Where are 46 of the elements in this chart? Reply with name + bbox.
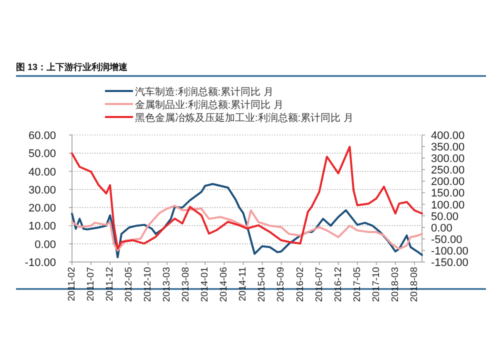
x-tick-label: 2017-05 — [352, 267, 363, 302]
x-tick-label: 2014-06 — [218, 267, 230, 302]
x-tick-label: 2015-04 — [256, 267, 268, 302]
chart-title: 图 13：上下游行业利润增速 — [16, 62, 129, 72]
y2-tick-label: 100.00 — [431, 199, 465, 212]
y2-tick-label: -100.00 — [431, 245, 468, 258]
y-tick-label: 0.00 — [34, 238, 56, 251]
y2-tick-label: 0.00 — [431, 222, 452, 234]
x-tick-label: 2013-03 — [162, 267, 173, 302]
y2-tick-label: 350.00 — [431, 142, 465, 154]
y-tick-label: -10.00 — [24, 257, 56, 269]
x-tick-label: 2014-01 — [200, 267, 211, 302]
x-tick-label: 2011-12 — [104, 267, 116, 302]
x-tick-label: 2012-05 — [124, 267, 135, 302]
y2-tick-label: -150.00 — [431, 257, 468, 269]
y2-tick-label: 150.00 — [431, 188, 465, 200]
x-tick-label: 2011-02 — [66, 267, 78, 302]
y-tick-label: 10.00 — [28, 220, 56, 233]
y-tick-label: 40.00 — [28, 166, 56, 178]
line-series — [71, 204, 423, 252]
x-tick-label: 2018-08 — [408, 267, 420, 302]
y-tick-label: 50.00 — [28, 148, 56, 160]
y-tick-label: 20.00 — [28, 202, 56, 215]
x-tick-label: 2012-10 — [142, 267, 154, 302]
y2-tick-label: 400.00 — [431, 130, 465, 142]
y2-tick-label: 200.00 — [431, 176, 465, 188]
x-tick-label: 2018-03 — [390, 267, 401, 302]
legend-label: 黑色金属冶炼及压延加工业:利润总额:累计同比 月 — [135, 112, 354, 124]
line-series — [71, 182, 423, 258]
x-tick-label: 2016-12 — [332, 267, 344, 302]
x-tick-label: 2017-10 — [370, 267, 382, 302]
x-tick-label: 2015-09 — [276, 267, 287, 302]
legend-label: 金属制品业:利润总额:累计同比 月 — [135, 99, 284, 111]
y2-tick-label: -50.00 — [431, 234, 462, 246]
x-tick-label: 2013-08 — [180, 267, 192, 302]
y2-tick-label: 50.00 — [431, 210, 459, 223]
y-tick-label: 60.00 — [28, 130, 56, 142]
legend-label: 汽车制造:利润总额:累计同比 月 — [135, 86, 274, 98]
y2-tick-label: 250.00 — [431, 164, 465, 177]
x-tick-label: 2016-02 — [294, 267, 306, 302]
x-tick-label: 2016-07 — [314, 267, 325, 302]
x-tick-label: 2011-07 — [86, 267, 97, 302]
y2-tick-label: 300.00 — [431, 153, 465, 166]
y-tick-label: 30.00 — [28, 184, 56, 196]
x-tick-label: 2014-11 — [238, 267, 249, 302]
line-series — [71, 146, 423, 250]
